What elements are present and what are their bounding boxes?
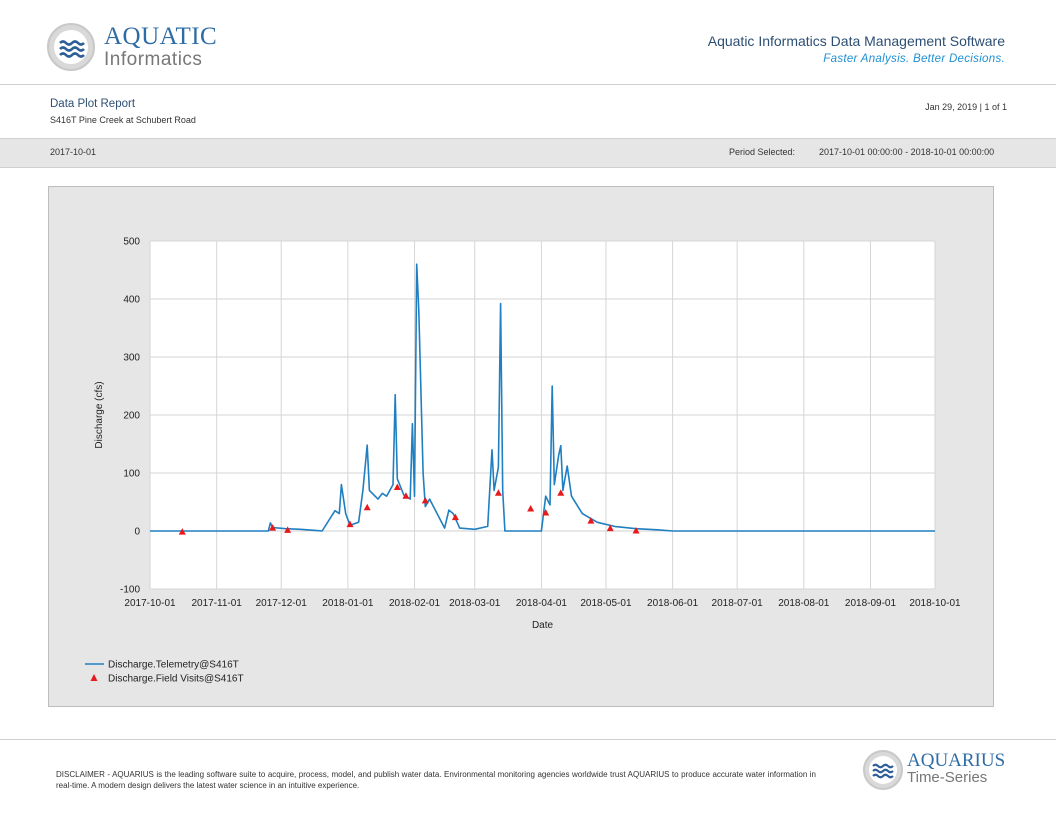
aquarius-logo: AQUARIUS Time-Series — [863, 750, 1023, 792]
x-tick-label: 2017-12-01 — [256, 598, 308, 609]
discharge-chart: -100 0 100 200 300 400 500 2017-10-01 2017-11-01… — [85, 237, 961, 685]
field-visit-point — [542, 509, 550, 516]
tagline: Faster Analysis. Better Decisions. — [823, 53, 1005, 65]
period-selected-label: Period Selected: — [729, 147, 796, 157]
field-visit-point — [269, 524, 277, 531]
header-divider — [0, 84, 1056, 85]
footer-divider — [0, 739, 1056, 740]
x-tick-label: 2018-09-01 — [845, 598, 897, 609]
report-title: Data Plot Report — [50, 98, 136, 110]
period-selected-value: 2017-10-01 00:00:00 - 2018-10-01 00:00:0… — [819, 147, 995, 157]
field-visit-point — [587, 517, 595, 524]
logo-text-informatics: Informatics — [104, 49, 203, 70]
y-tick-label: 0 — [134, 527, 140, 538]
x-axis-label: Date — [532, 620, 554, 631]
x-tick-label: 2018-04-01 — [516, 598, 568, 609]
legend-entry-field-visits: Discharge.Field Visits@S416T — [108, 674, 244, 685]
aquarius-logo-circle-icon — [863, 750, 903, 790]
time-series-logo-text: Time-Series — [907, 769, 988, 786]
field-visit-point — [393, 483, 401, 490]
x-tick-label: 2018-01-01 — [322, 598, 374, 609]
aquatic-informatics-logo: AQUATIC Informatics — [47, 23, 227, 75]
company-name: Aquatic Informatics Data Management Soft… — [707, 33, 1005, 49]
y-tick-label: 100 — [123, 469, 140, 480]
x-tick-label: 2017-10-01 — [124, 598, 176, 609]
x-tick-label: 2018-08-01 — [778, 598, 830, 609]
field-visit-point — [346, 520, 354, 528]
field-visit-point — [284, 526, 292, 533]
x-tick-label: 2018-07-01 — [712, 598, 764, 609]
chart-legend: Discharge.Telemetry@S416T Discharge.Fiel… — [85, 660, 244, 685]
disclaimer-text: DISCLAIMER - AQUARIUS is the leading sof… — [56, 770, 816, 790]
y-tick-label: 400 — [123, 295, 140, 306]
field-visit-point — [494, 489, 502, 496]
field-visit-point — [527, 504, 535, 512]
field-visit-point — [421, 496, 429, 504]
x-tick-label: 2018-10-01 — [909, 598, 961, 609]
period-bar — [0, 138, 1056, 168]
x-tick-label: 2018-03-01 — [449, 598, 501, 609]
field-visit-point — [363, 503, 371, 511]
field-visit-point — [557, 489, 565, 496]
chart-container: -100 0 100 200 300 400 500 2017-10-01 2017-11-01… — [48, 186, 994, 707]
aquarius-logo-text: AQUARIUS — [907, 750, 1006, 771]
y-axis-label: Discharge (cfs) — [94, 381, 105, 448]
y-tick-label: 500 — [123, 237, 140, 248]
y-tick-label: -100 — [120, 585, 140, 596]
field-visit-point — [451, 513, 459, 521]
y-tick-label: 200 — [123, 411, 140, 422]
field-visit-point — [606, 524, 614, 532]
period-start-date: 2017-10-01 — [50, 147, 97, 157]
legend-entry-telemetry: Discharge.Telemetry@S416T — [108, 660, 239, 671]
y-tick-label: 300 — [123, 353, 140, 364]
x-tick-label: 2018-02-01 — [389, 598, 441, 609]
series-line-telemetry — [150, 263, 935, 532]
logo-text-aquatic: AQUATIC — [104, 23, 218, 50]
report-date-page: Jan 29, 2019 | 1 of 1 — [925, 102, 1007, 112]
legend-triangle-marker — [90, 674, 98, 681]
x-tick-label: 2018-06-01 — [647, 598, 699, 609]
field-visit-point — [632, 527, 640, 534]
x-tick-label: 2018-05-01 — [580, 598, 632, 609]
report-location: S416T Pine Creek at Schubert Road — [50, 115, 196, 125]
logo-circle-icon — [47, 23, 95, 71]
field-visit-point — [402, 492, 410, 499]
x-tick-label: 2017-11-01 — [191, 598, 242, 609]
field-visit-point — [178, 528, 186, 535]
